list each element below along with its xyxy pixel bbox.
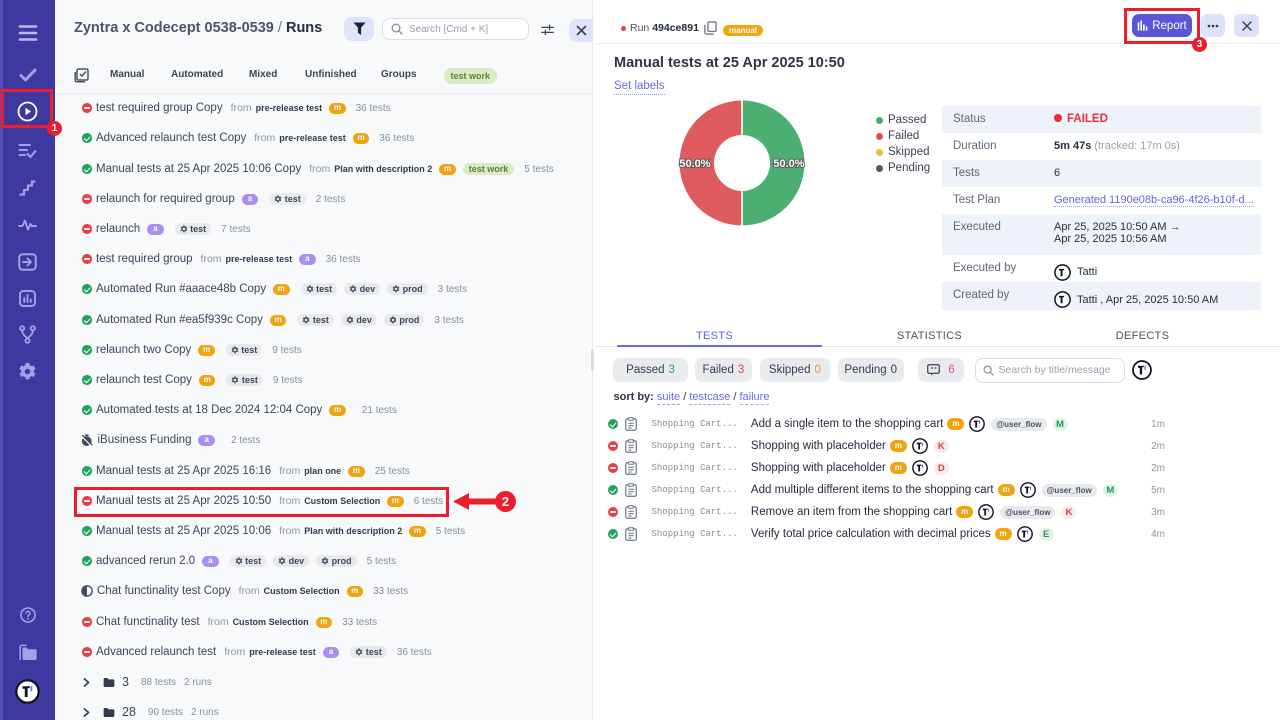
svg-text:50.0%: 50.0% — [773, 158, 804, 170]
svg-text:50.0%: 50.0% — [679, 158, 710, 170]
